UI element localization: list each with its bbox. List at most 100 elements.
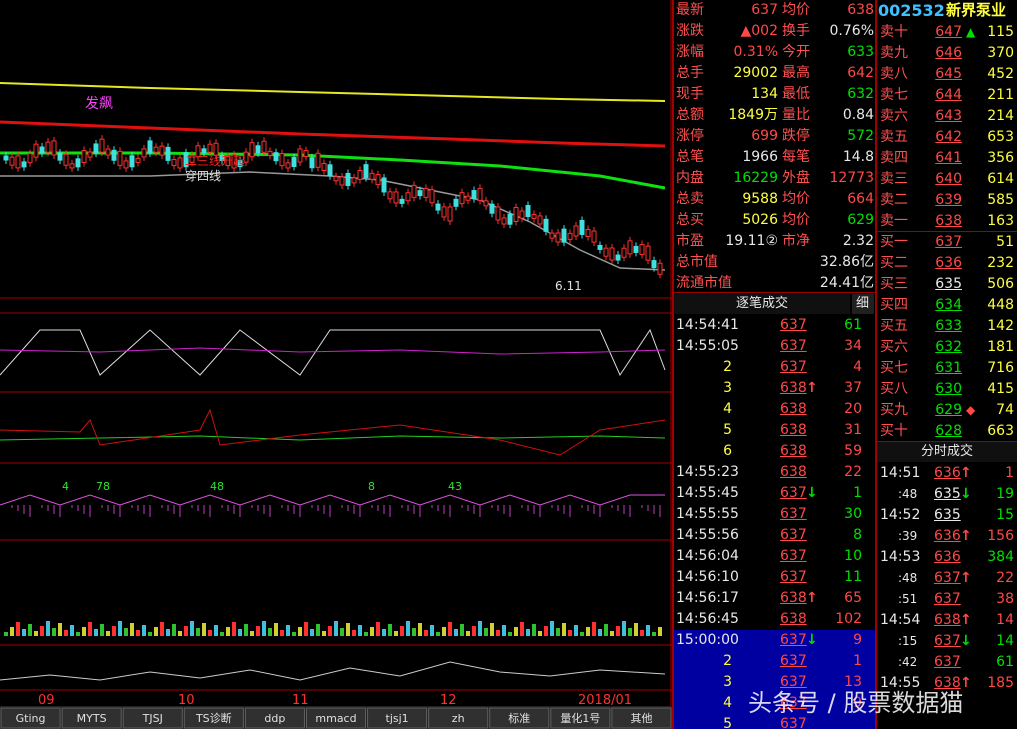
volume-bar [520, 622, 524, 636]
quote-value: 29002 [733, 65, 778, 81]
candle-body [129, 155, 135, 168]
volume-bar [406, 621, 410, 636]
quote-label: 均价 [782, 2, 810, 18]
quote-label: 涨幅 [676, 44, 704, 60]
candle-body [357, 169, 363, 180]
tab[interactable] [305, 707, 367, 729]
volume-bar [382, 629, 386, 636]
volume-bar [658, 627, 662, 636]
minute-volume: 61 [996, 654, 1014, 670]
candle-body [381, 177, 387, 193]
divider [877, 441, 1017, 442]
minute-time: :51 [898, 592, 918, 606]
volume-bar [148, 632, 152, 636]
tick-price: 637 [780, 317, 807, 333]
x-axis-label: 11 [292, 693, 309, 708]
tab[interactable] [61, 707, 122, 729]
book-level: 卖四 [880, 150, 908, 166]
candles [3, 135, 663, 636]
volume-bar [652, 632, 656, 636]
minute-price: 636 [934, 465, 961, 481]
book-level: 买二 [880, 255, 908, 271]
volume-bar [130, 623, 134, 636]
book-volume: 232 [987, 255, 1014, 271]
volume-bar [544, 626, 548, 636]
tick-arrow: ↑ [806, 590, 818, 606]
tick-volume: 102 [835, 611, 862, 627]
tab[interactable] [611, 707, 672, 729]
indicator-line [0, 494, 665, 506]
candle-body [189, 154, 195, 163]
volume-bar [622, 621, 626, 636]
tab[interactable] [122, 707, 183, 729]
tab[interactable] [0, 707, 61, 729]
tab[interactable] [428, 707, 489, 729]
annotation: 穿四线 [185, 168, 221, 183]
volume-bar [292, 632, 296, 636]
candle-body [243, 151, 249, 163]
quote-label: 量比 [782, 107, 810, 123]
book-level: 买三 [880, 276, 908, 292]
book-price: 635 [935, 276, 962, 292]
volume-bar [136, 630, 140, 636]
candle-body [225, 156, 231, 167]
candle-body [111, 149, 117, 161]
quote-label: 换手 [782, 23, 810, 39]
candle-body [405, 192, 411, 202]
divider [674, 292, 875, 293]
candle-body [207, 143, 213, 153]
volume-bar [184, 626, 188, 636]
tick-price: 638 [780, 443, 807, 459]
panel-number: 78 [96, 480, 110, 493]
panel-number: 4 [62, 480, 69, 493]
candle-body [363, 164, 369, 179]
volume-bar [52, 628, 56, 636]
book-level: 买五 [880, 318, 908, 334]
book-level: 买九 [880, 402, 908, 418]
tab-label: TS诊断 [195, 711, 232, 725]
volume-bar [112, 626, 116, 636]
volume-bar [580, 632, 584, 636]
minute-price: 637 [934, 654, 961, 670]
minute-price: 635 [934, 507, 961, 523]
tick-price: 637 [780, 338, 807, 354]
watermark: 头条号 / 股票数据猫 [748, 689, 964, 717]
candle-body [279, 153, 285, 167]
book-volume: 663 [987, 423, 1014, 439]
volume-bar [196, 628, 200, 636]
tab[interactable] [244, 707, 305, 729]
candle-body [87, 151, 93, 158]
candle-body [531, 213, 537, 219]
volume-bar [22, 629, 26, 636]
tab[interactable] [183, 707, 244, 729]
quote-value: 19.11② [725, 233, 778, 249]
minute-price: 638 [934, 612, 961, 628]
tick-time: 14:55:55 [676, 506, 739, 522]
tick-arrow: ↑ [806, 380, 818, 396]
tab[interactable] [550, 707, 611, 729]
volume-bar [526, 629, 530, 636]
quote-label: 总卖 [676, 191, 704, 207]
quote-value: 637 [751, 2, 778, 18]
tick-volume: 10 [844, 548, 862, 564]
book-volume: 74 [996, 402, 1014, 418]
book-price: 632 [935, 339, 962, 355]
tab-label: zh [452, 712, 465, 725]
quote-label: 涨跌 [676, 23, 704, 39]
tab[interactable] [367, 707, 428, 729]
candle-body [45, 141, 51, 153]
volume-bar [466, 631, 470, 636]
volume-bar [16, 622, 20, 636]
tick-header-tab: 细 [856, 296, 870, 311]
book-level: 买四 [880, 297, 908, 313]
candle-body [399, 198, 405, 204]
quote-value: 642 [847, 65, 874, 81]
candle-body [273, 152, 279, 162]
tick-time: 14:56:17 [676, 590, 739, 606]
volume-bar [58, 623, 62, 636]
volume-bar [436, 632, 440, 636]
minute-time: :42 [898, 655, 918, 669]
quote-label: 涨停 [676, 128, 704, 144]
tab[interactable] [489, 707, 550, 729]
volume-bar [118, 621, 122, 636]
